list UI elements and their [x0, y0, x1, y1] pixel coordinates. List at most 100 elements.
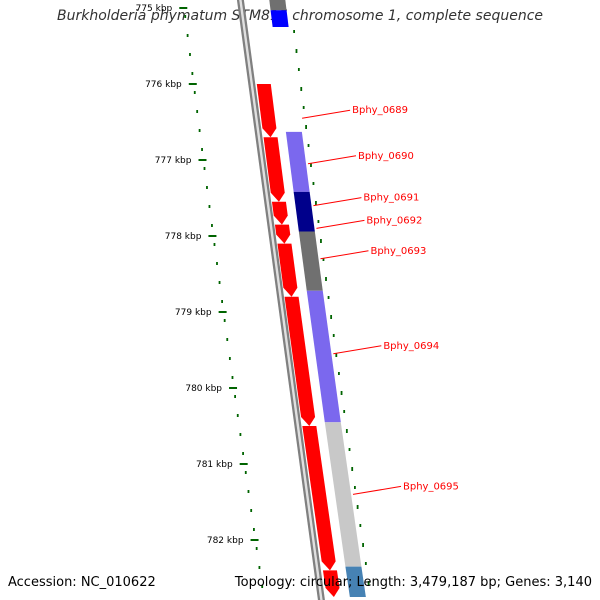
ruler-dot: [261, 585, 264, 588]
ruler-dot: [193, 91, 196, 94]
reverse-strand-track: [268, 0, 366, 597]
ruler-dot: [201, 148, 203, 151]
outer-tick: [356, 505, 359, 509]
outer-tick: [335, 353, 338, 357]
outer-tick: [338, 372, 340, 375]
outer-tick: [300, 87, 303, 91]
gene-label-Bphy_0691[interactable]: Bphy_0691: [363, 193, 419, 204]
ruler-label-777: 777 kbp: [155, 156, 192, 166]
reverse-gene-6[interactable]: [324, 422, 362, 567]
ruler-label-778: 778 kbp: [165, 232, 202, 242]
reverse-gene-4[interactable]: [298, 231, 323, 291]
ruler-dot: [213, 243, 216, 246]
ruler-dot: [189, 53, 191, 56]
outer-tick: [367, 581, 370, 585]
ruler-label-775: 775 kbp: [136, 4, 173, 14]
ruler-dot: [244, 471, 247, 474]
outer-tick: [362, 543, 364, 547]
outer-tick-track: [293, 30, 370, 585]
forward-gene-1[interactable]: [263, 137, 285, 202]
outer-tick: [317, 220, 320, 223]
outer-tick: [302, 106, 305, 109]
forward-gene-2[interactable]: [271, 201, 288, 225]
forward-gene-5[interactable]: [284, 296, 316, 426]
ruler-label-781: 781 kbp: [196, 460, 233, 470]
ruler-dot: [221, 300, 223, 303]
outer-tick: [327, 296, 330, 299]
ruler-dot: [223, 319, 226, 322]
label-leader-4: [320, 250, 369, 260]
gene-label-Bphy_0693[interactable]: Bphy_0693: [370, 246, 426, 257]
gene-label-Bphy_0694[interactable]: Bphy_0694: [383, 341, 439, 352]
label-leader-2: [313, 197, 362, 207]
reverse-gene-2[interactable]: [285, 131, 310, 192]
outer-tick: [351, 467, 354, 471]
ruler-dot: [226, 338, 229, 341]
ruler-dot: [198, 129, 201, 132]
ruler-label-776: 776 kbp: [145, 80, 182, 90]
outer-tick: [310, 163, 312, 167]
ruler-label-782: 782 kbp: [207, 536, 244, 546]
ruler-dot: [234, 395, 237, 398]
ruler-dot: [218, 281, 221, 284]
ruler-dot: [191, 72, 194, 75]
gene-label-Bphy_0689[interactable]: Bphy_0689: [352, 105, 408, 116]
gene-label-Bphy_0695[interactable]: Bphy_0695: [403, 481, 459, 492]
ruler-dot: [216, 262, 218, 265]
ruler-label-780: 780 kbp: [185, 384, 222, 394]
forward-strand-track: [256, 84, 340, 597]
outer-tick: [340, 391, 343, 395]
backbone: [236, 0, 325, 600]
ruler-dot: [203, 167, 206, 170]
gene-label-Bphy_0690[interactable]: Bphy_0690: [358, 151, 414, 162]
ruler: 775 kbp 776 kbp 777 kbp 778 kbp 779 kbp 780 k…: [136, 4, 264, 588]
accession-text: Accession: NC_010622: [8, 575, 156, 590]
reverse-gene-3[interactable]: [293, 191, 315, 232]
outer-tick: [330, 315, 333, 319]
outer-tick: [364, 562, 367, 565]
outer-tick: [354, 486, 356, 489]
outer-tick: [359, 524, 362, 527]
outer-tick: [297, 68, 300, 71]
ruler-dot: [196, 110, 199, 113]
ruler-dot: [247, 490, 250, 493]
reverse-gene-0[interactable]: [268, 0, 287, 11]
gene-label-Bphy_0692[interactable]: Bphy_0692: [366, 215, 422, 226]
forward-gene-4[interactable]: [277, 243, 298, 297]
reverse-gene-1[interactable]: [270, 10, 289, 28]
outer-tick: [348, 448, 351, 451]
label-leader-6: [352, 485, 402, 495]
ruler-label-779: 779 kbp: [175, 308, 212, 318]
ruler-dot: [206, 186, 208, 189]
ruler-dot: [255, 547, 258, 550]
backbone-highlight: [239, 0, 323, 600]
ruler-dot: [228, 357, 231, 360]
outer-tick: [307, 144, 310, 147]
forward-gene-0[interactable]: [256, 84, 277, 138]
ruler-dot: [258, 566, 261, 569]
label-leader-5: [333, 345, 382, 355]
ruler-dot: [250, 509, 253, 512]
ruler-dot: [242, 452, 244, 455]
outer-tick: [320, 239, 322, 243]
ruler-dot: [186, 34, 189, 37]
outer-tick: [315, 201, 317, 205]
ruler-dot: [253, 528, 255, 531]
ruler-dot: [211, 224, 213, 227]
forward-gene-7[interactable]: [322, 570, 340, 597]
sequence-summary-text: Topology: circular; Length: 3,479,187 bp…: [234, 575, 592, 590]
outer-tick: [293, 30, 296, 33]
outer-tick: [295, 49, 298, 53]
forward-gene-6[interactable]: [302, 426, 336, 571]
map-title: Burkholderia phymatum STM815 chromosome …: [56, 8, 543, 24]
ruler-dot: [208, 205, 211, 208]
outer-tick: [322, 258, 325, 261]
forward-gene-3[interactable]: [274, 224, 291, 244]
label-leader-3: [316, 219, 365, 229]
reverse-gene-5[interactable]: [306, 290, 341, 423]
outer-tick: [312, 182, 315, 185]
ruler-dot: [236, 414, 239, 417]
reverse-gene-7[interactable]: [345, 566, 366, 597]
outer-tick: [345, 429, 348, 433]
